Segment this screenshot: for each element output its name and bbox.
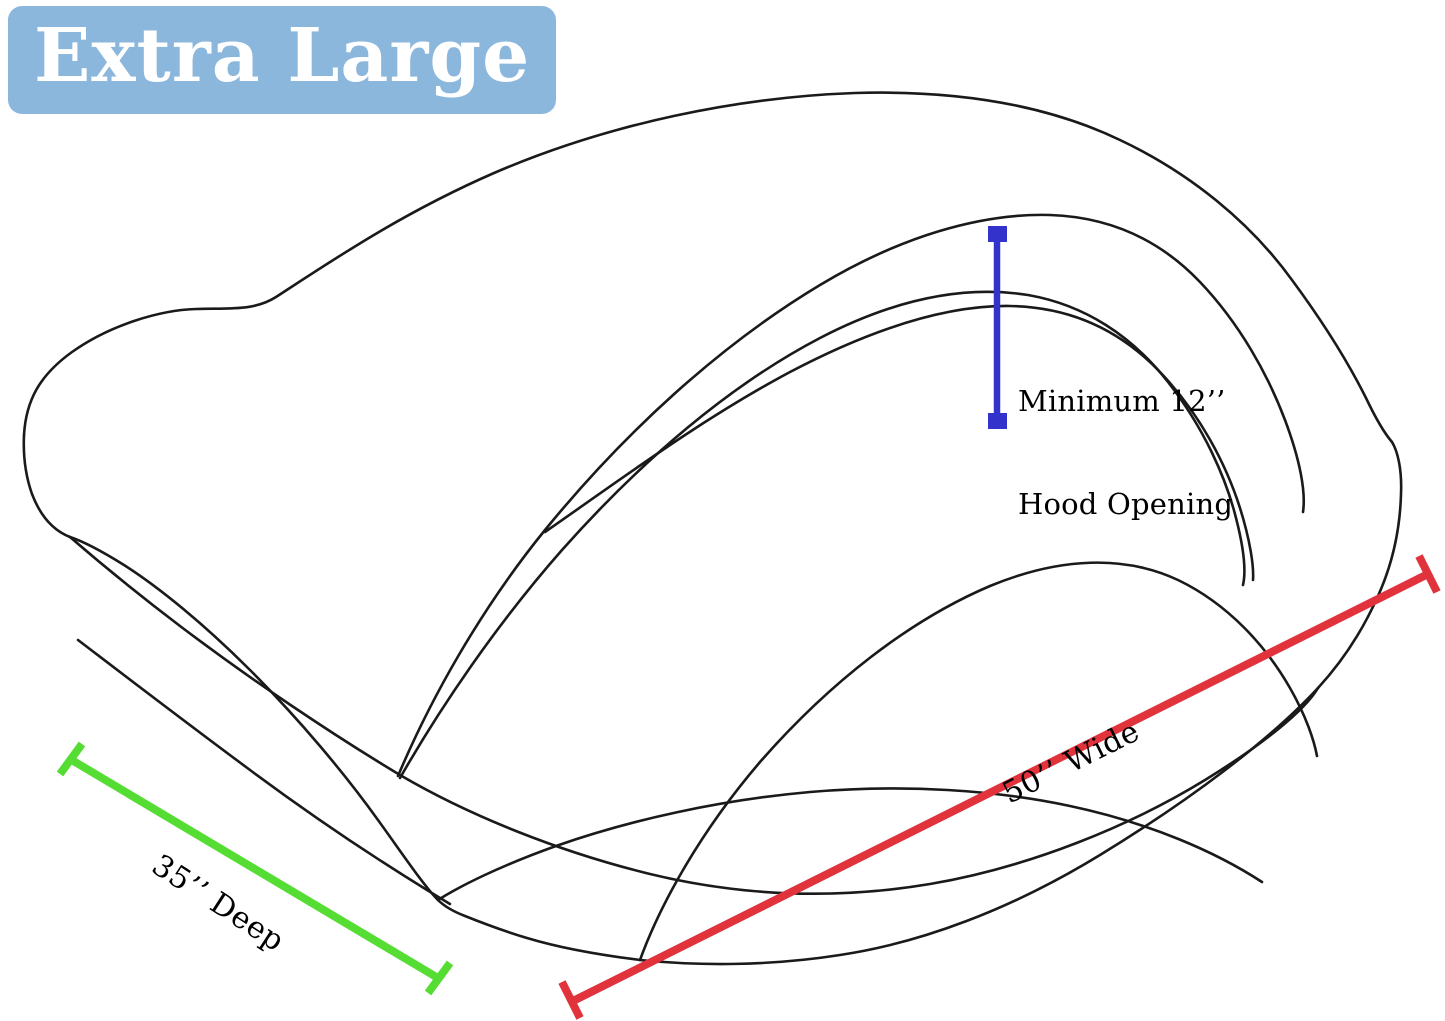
hood-opening-dimension-line bbox=[988, 226, 1007, 429]
hood-opening-label-line1: Minimum 12’’ bbox=[1018, 384, 1226, 419]
lid-ridge-2 bbox=[398, 290, 1246, 780]
cargo-box-outline bbox=[22, 91, 1403, 966]
size-badge: Extra Large bbox=[8, 6, 557, 114]
depth-dimension-line bbox=[56, 741, 454, 996]
lid-ridge-3 bbox=[543, 304, 1255, 582]
base-lip-line bbox=[436, 787, 1264, 902]
size-badge-label: Extra Large bbox=[34, 13, 531, 99]
hood-opening-label-line2: Hood Opening bbox=[1018, 487, 1234, 522]
lid-shoulder-seam bbox=[68, 535, 1320, 895]
width-line bbox=[573, 570, 1430, 1004]
hood-crease bbox=[638, 561, 1319, 962]
box-lower-right-edge bbox=[638, 686, 1320, 966]
width-cap-right bbox=[1415, 554, 1441, 594]
box-bottom-edge bbox=[436, 898, 642, 962]
box-left-face-edge bbox=[22, 433, 72, 539]
hood-opening-cap-top bbox=[988, 226, 1007, 242]
width-cap-left bbox=[558, 980, 584, 1020]
box-outer-silhouette bbox=[22, 91, 1394, 444]
depth-line bbox=[67, 755, 441, 982]
left-face-crease bbox=[76, 638, 452, 906]
box-bottom-left-corner bbox=[68, 535, 440, 902]
lid-ridge-1 bbox=[396, 213, 1306, 778]
hood-opening-cap-bottom bbox=[988, 413, 1007, 429]
depth-cap-top bbox=[56, 741, 86, 777]
depth-cap-bottom bbox=[424, 960, 454, 996]
hood-opening-label: Minimum 12’’ Hood Opening bbox=[1018, 316, 1233, 590]
width-dimension-line bbox=[558, 554, 1441, 1020]
box-right-nose bbox=[1316, 440, 1403, 690]
